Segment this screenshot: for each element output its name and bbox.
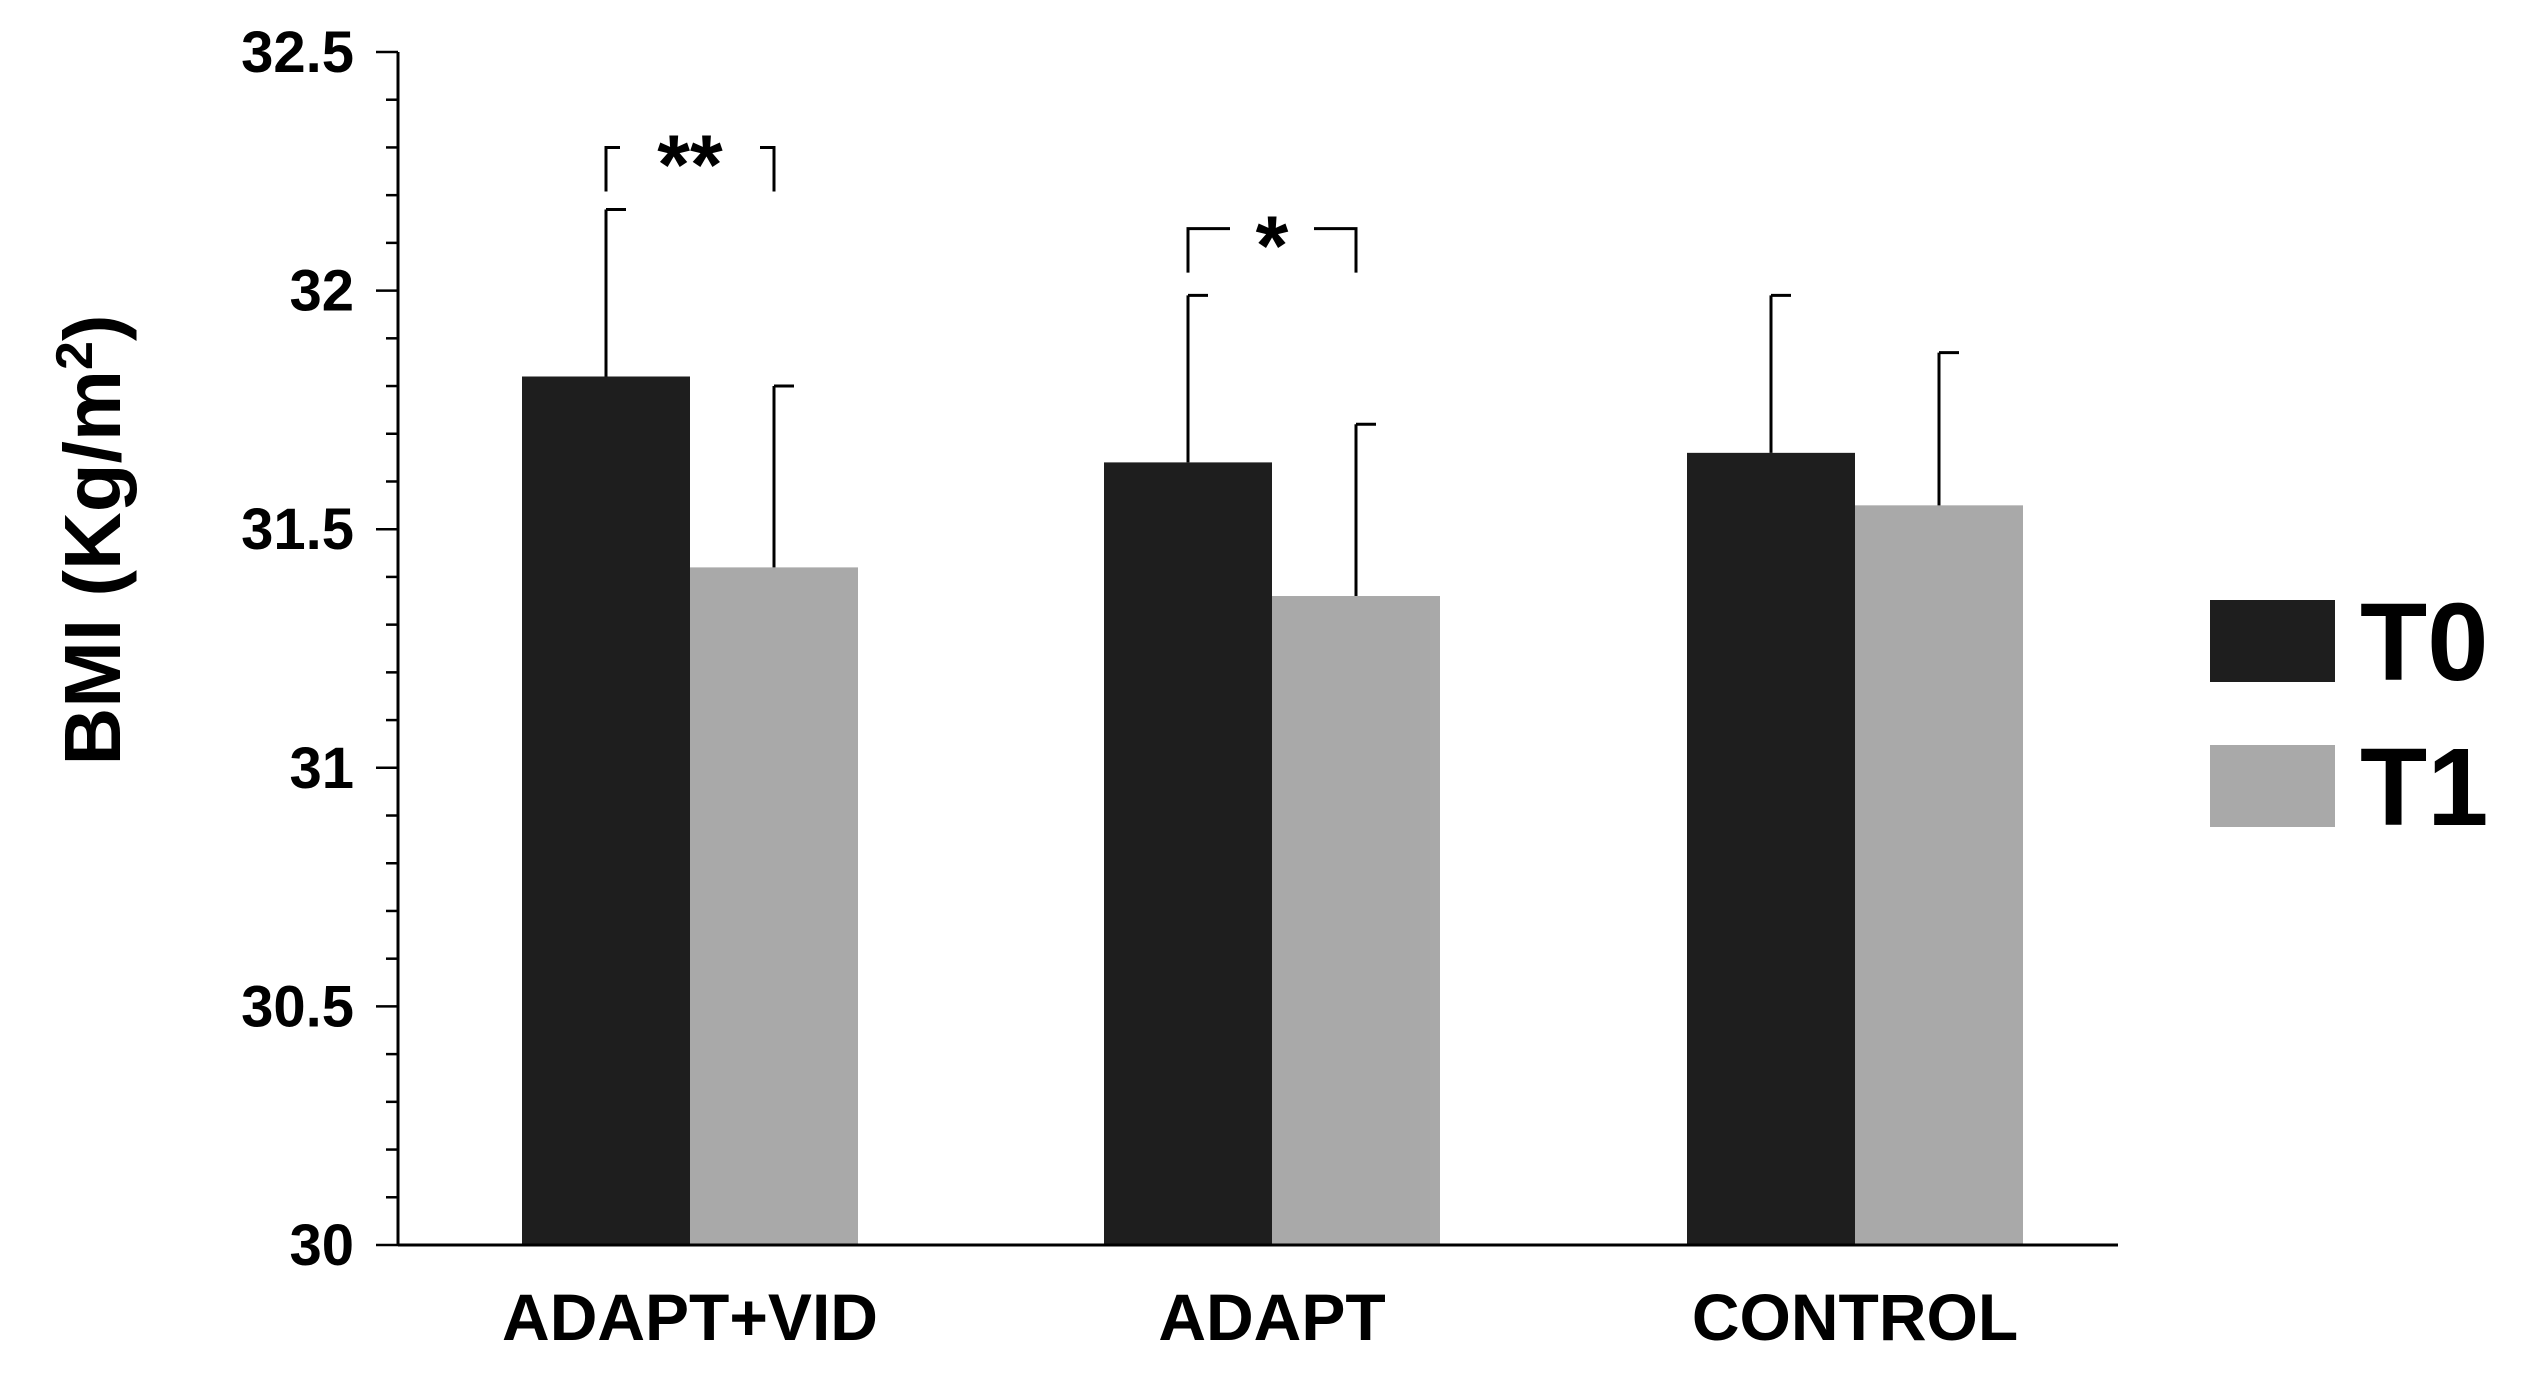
bar-t0: [1104, 462, 1272, 1246]
significance-bracket: *: [1186, 199, 1358, 293]
y-axis-title-text: BMI (Kg/m: [48, 370, 137, 766]
legend-swatch: [2210, 600, 2335, 682]
bar-t0: [1687, 452, 1855, 1245]
x-category-label: CONTROL: [1692, 1280, 2018, 1354]
y-axis-title: BMI (Kg/m2): [46, 314, 137, 765]
y-axis-title-close: ): [48, 314, 137, 341]
bracket-right: [1314, 227, 1358, 273]
legend-swatch: [2210, 745, 2335, 827]
y-tick-label: 30.5: [241, 974, 354, 1039]
x-category-label: ADAPT+VID: [502, 1280, 878, 1354]
bar-t0: [522, 376, 690, 1246]
bracket-left: [604, 145, 620, 192]
bar-t1: [690, 567, 858, 1245]
y-tick-label: 30: [289, 1213, 354, 1278]
significance-label: **: [657, 117, 723, 211]
y-tick-label: 31: [289, 736, 354, 801]
y-tick-label: 31.5: [241, 497, 354, 562]
significance-bracket: **: [604, 117, 776, 211]
y-axis-title-superscript: 2: [46, 341, 104, 370]
bracket-left: [1186, 227, 1230, 273]
y-tick-label: 32.5: [241, 20, 354, 85]
y-tick-label: 32: [289, 259, 354, 324]
x-category-label: ADAPT: [1158, 1280, 1385, 1354]
legend-label: T0: [2360, 581, 2488, 704]
bar-t1: [1272, 596, 1440, 1245]
legend-label: T1: [2360, 726, 2488, 849]
bar-t1: [1855, 505, 2023, 1246]
legend-item-t0: T0: [2210, 581, 2488, 704]
bracket-right: [760, 145, 776, 192]
legend-item-t1: T1: [2210, 726, 2488, 849]
significance-label: *: [1256, 199, 1289, 293]
